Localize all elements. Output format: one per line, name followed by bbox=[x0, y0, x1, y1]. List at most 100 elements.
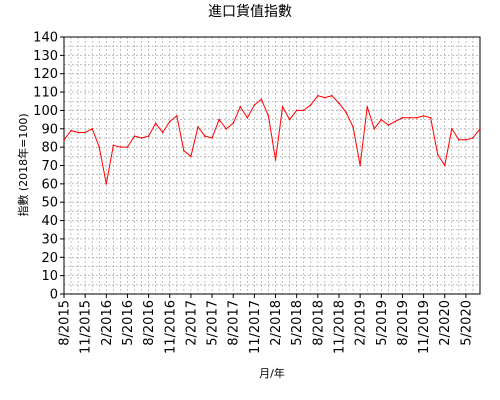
y-tick-label: 90 bbox=[41, 122, 58, 137]
x-tick-label: 11/2015 bbox=[79, 300, 94, 354]
data-point bbox=[331, 94, 333, 97]
x-tick-label: 5/2019 bbox=[375, 300, 390, 346]
data-point bbox=[450, 127, 453, 130]
data-point bbox=[154, 122, 157, 125]
y-tick-label: 60 bbox=[41, 177, 58, 192]
data-point bbox=[309, 104, 312, 106]
data-point bbox=[479, 127, 481, 130]
data-point bbox=[197, 126, 199, 128]
data-point bbox=[281, 105, 284, 108]
y-tick-label: 50 bbox=[41, 196, 58, 211]
y-tick-label: 70 bbox=[41, 159, 58, 174]
y-tick-label: 20 bbox=[41, 251, 58, 266]
data-point bbox=[458, 139, 460, 141]
data-point bbox=[366, 105, 368, 108]
y-tick-label: 0 bbox=[50, 288, 58, 303]
chart-title: 進口貨值指數 bbox=[208, 3, 292, 20]
data-point bbox=[295, 109, 298, 112]
x-tick-label: 5/2017 bbox=[206, 300, 221, 346]
y-tick-label: 130 bbox=[33, 49, 58, 64]
x-tick-label: 8/2019 bbox=[396, 300, 411, 346]
x-tick-label: 8/2015 bbox=[58, 300, 73, 346]
data-point bbox=[176, 115, 178, 117]
data-point bbox=[338, 102, 340, 104]
gridlines bbox=[63, 36, 481, 295]
x-tick-label: 8/2018 bbox=[311, 300, 326, 346]
x-tick-label: 8/2017 bbox=[227, 300, 242, 346]
data-point bbox=[239, 105, 242, 108]
data-point bbox=[161, 131, 164, 134]
data-point bbox=[401, 116, 404, 119]
x-tick-label: 5/2016 bbox=[121, 300, 136, 346]
data-point bbox=[274, 159, 277, 161]
y-tick-label: 10 bbox=[41, 269, 58, 284]
data-point bbox=[140, 137, 143, 139]
data-point bbox=[246, 116, 249, 119]
data-point bbox=[232, 122, 235, 125]
data-point bbox=[380, 118, 383, 121]
y-tick-label: 140 bbox=[33, 31, 58, 46]
data-point bbox=[317, 94, 319, 97]
data-point bbox=[204, 135, 206, 137]
x-tick-label: 5/2018 bbox=[290, 300, 305, 346]
data-point bbox=[91, 127, 94, 130]
data-point bbox=[70, 129, 72, 132]
data-point bbox=[465, 139, 467, 141]
y-axis: 0 10 20 30 40 50 60 70 80 90 100 110 120 130 140 bbox=[33, 31, 64, 303]
data-point bbox=[345, 111, 347, 114]
data-point bbox=[352, 126, 354, 128]
data-point bbox=[359, 164, 361, 167]
data-point bbox=[105, 183, 108, 185]
data-point bbox=[422, 115, 425, 117]
y-tick-label: 120 bbox=[33, 67, 58, 82]
data-point bbox=[429, 116, 432, 119]
data-point bbox=[324, 96, 326, 99]
x-tick-label: 11/2016 bbox=[163, 300, 178, 354]
data-point bbox=[190, 155, 192, 158]
x-tick-label: 8/2016 bbox=[142, 300, 157, 346]
x-axis: 8/2015 11/2015 2/2016 5/2016 8/2016 11/2016 2/… bbox=[58, 294, 474, 354]
data-point bbox=[472, 137, 474, 139]
data-point bbox=[147, 135, 150, 137]
data-point bbox=[63, 139, 65, 141]
x-tick-label: 2/2016 bbox=[100, 300, 115, 346]
series-line bbox=[63, 95, 481, 184]
data-point bbox=[387, 124, 390, 126]
data-point bbox=[415, 116, 418, 119]
x-tick-label: 11/2018 bbox=[332, 300, 347, 354]
data-point bbox=[288, 118, 291, 121]
data-point bbox=[168, 120, 171, 123]
y-axis-label: 指數 (2018年=100) bbox=[16, 113, 30, 216]
data-point bbox=[183, 150, 185, 152]
data-point bbox=[225, 127, 227, 130]
data-point bbox=[119, 146, 122, 148]
y-tick-label: 110 bbox=[33, 86, 58, 101]
data-point bbox=[98, 146, 101, 148]
y-tick-label: 80 bbox=[41, 141, 58, 156]
data-point bbox=[443, 164, 446, 167]
data-point bbox=[408, 116, 411, 119]
x-tick-label: 11/2017 bbox=[248, 300, 263, 354]
x-tick-label: 5/2020 bbox=[459, 300, 474, 346]
x-tick-label: 2/2017 bbox=[184, 300, 199, 346]
data-point bbox=[436, 153, 439, 156]
data-point bbox=[211, 137, 213, 139]
x-axis-label: 月/年 bbox=[259, 366, 285, 380]
data-point bbox=[84, 131, 86, 134]
data-point bbox=[253, 104, 256, 106]
data-point bbox=[133, 135, 136, 137]
data-point bbox=[112, 144, 115, 147]
x-tick-label: 11/2019 bbox=[417, 300, 432, 354]
data-point bbox=[302, 109, 305, 112]
x-tick-label: 2/2019 bbox=[354, 300, 369, 346]
data-points bbox=[63, 94, 481, 185]
x-tick-label: 2/2018 bbox=[269, 300, 284, 346]
data-point bbox=[267, 115, 270, 117]
data-point bbox=[373, 127, 376, 130]
data-point bbox=[77, 131, 79, 134]
x-tick-label: 2/2020 bbox=[438, 300, 453, 346]
data-point bbox=[260, 98, 263, 101]
y-tick-label: 40 bbox=[41, 214, 58, 229]
data-point bbox=[218, 118, 220, 121]
data-point bbox=[394, 120, 397, 123]
